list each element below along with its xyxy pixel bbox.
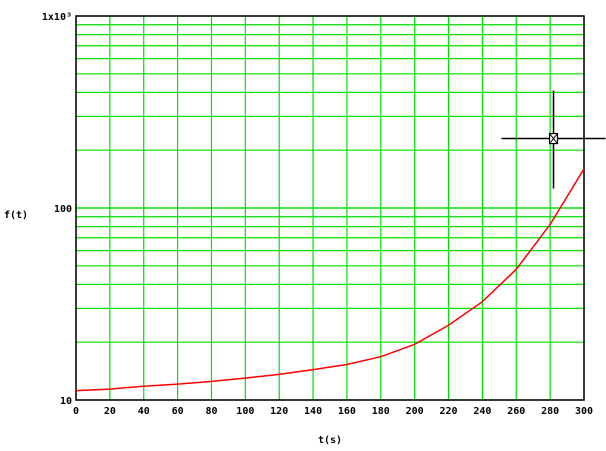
plot-frame — [75, 15, 585, 401]
crosshair-cursor[interactable] — [501, 90, 606, 189]
y-tick-label: 1x10³ — [42, 12, 72, 23]
y-tick-labels: 10 100 1x10³ — [42, 12, 72, 407]
y-tick-label: 100 — [54, 204, 72, 215]
y-grid — [76, 15, 584, 401]
x-tick-label: 240 — [473, 406, 491, 417]
x-tick-label: 60 — [172, 406, 184, 417]
x-tick-label: 260 — [507, 406, 525, 417]
x-tick-label: 300 — [575, 406, 593, 417]
x-tick-label: 80 — [205, 406, 217, 417]
x-tick-label: 120 — [270, 406, 288, 417]
series-line — [75, 168, 585, 392]
x-tick-label: 180 — [372, 406, 390, 417]
crosshair-marker-diag — [549, 133, 558, 144]
y-tick-label: 10 — [60, 396, 72, 407]
x-tick-label: 160 — [338, 406, 356, 417]
x-tick-labels: 0 20 40 60 80 100 120 140 160 180 200 220 240 260 280 3… — [73, 406, 593, 417]
x-tick-label: 20 — [104, 406, 116, 417]
x-tick-label: 0 — [73, 406, 79, 417]
x-tick-label: 140 — [304, 406, 322, 417]
x-tick-label: 100 — [236, 406, 254, 417]
x-tick-label: 200 — [406, 406, 424, 417]
x-tick-label: 220 — [440, 406, 458, 417]
x-tick-label: 40 — [138, 406, 150, 417]
y-axis-title: f(t) — [4, 210, 28, 221]
x-axis-title: t(s) — [318, 435, 342, 446]
x-tick-label: 280 — [541, 406, 559, 417]
